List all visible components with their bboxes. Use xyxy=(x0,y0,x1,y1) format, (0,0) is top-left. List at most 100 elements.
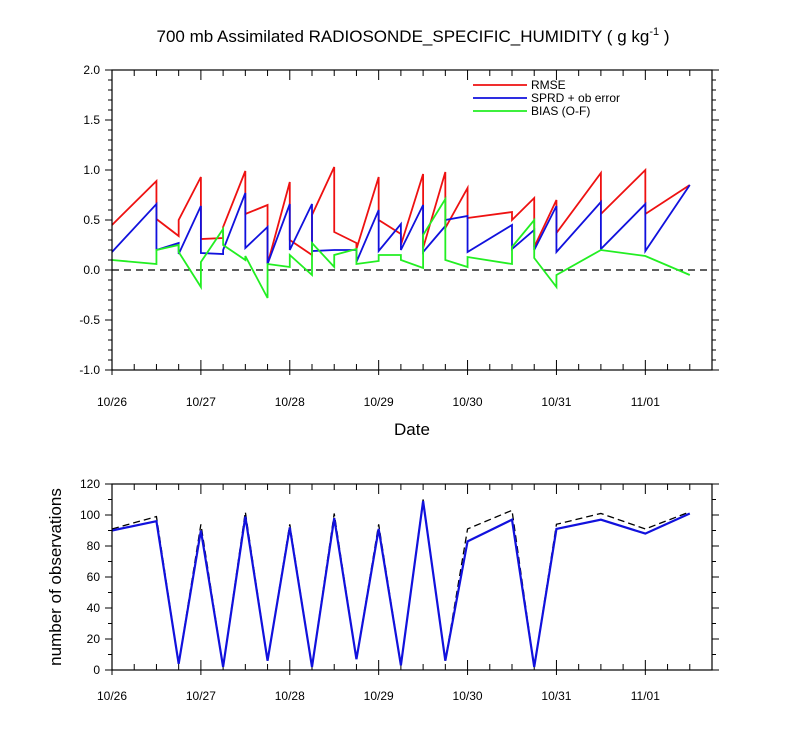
y-tick-label: 0.0 xyxy=(83,263,100,277)
data-point-bias-o-f xyxy=(600,250,601,251)
data-point-assimilated-observations xyxy=(378,528,379,529)
data-point-assimilated-observations xyxy=(556,528,557,529)
data-point-rmse xyxy=(600,173,601,174)
data-point-bias-o-f xyxy=(356,249,357,250)
data-point-assimilated-observations xyxy=(356,659,357,660)
data-point-total-observations xyxy=(245,511,246,512)
data-point-rmse xyxy=(534,198,535,199)
data-point-bias-o-f xyxy=(467,257,468,258)
data-point-assimilated-observations xyxy=(423,501,424,502)
y-tick-label: 120 xyxy=(80,477,100,491)
bottom-y-ticks xyxy=(105,483,719,671)
data-point-total-observations xyxy=(423,499,424,500)
data-point-rmse xyxy=(467,188,468,189)
data-point-bias-o-f xyxy=(689,275,690,276)
data-point-sprd-ob-error xyxy=(645,251,646,252)
data-point-bias-o-f xyxy=(245,256,246,257)
y-tick-label: 80 xyxy=(87,539,101,553)
data-point-bias-o-f xyxy=(534,220,535,221)
x-tick-label: 10/30 xyxy=(453,689,483,703)
top-y-tick-labels: -1.0 -0.5 0.0 0.5 1.0 1.5 2.0 xyxy=(79,63,100,377)
data-point-total-observations xyxy=(289,524,290,525)
x-tick-label: 10/31 xyxy=(541,395,571,409)
top-plot-frame xyxy=(111,69,713,371)
data-point-bias-o-f xyxy=(423,268,424,269)
series-line-sprd-ob-error xyxy=(111,184,691,265)
data-point-sprd-ob-error xyxy=(245,193,246,194)
data-point-bias-o-f xyxy=(378,261,379,262)
data-point-rmse xyxy=(245,171,246,172)
y-tick-label: 0 xyxy=(93,663,100,677)
data-point-assimilated-observations xyxy=(289,527,290,528)
data-point-assimilated-observations xyxy=(334,518,335,519)
legend-label-bias: BIAS (O-F) xyxy=(531,104,590,118)
x-tick-label: 11/01 xyxy=(631,689,660,703)
data-point-sprd-ob-error xyxy=(467,252,468,253)
y-tick-label: 1.0 xyxy=(83,163,100,177)
data-point-total-observations xyxy=(556,524,557,525)
data-point-bias-o-f xyxy=(356,264,357,265)
data-point-bias-o-f xyxy=(289,255,290,256)
data-point-sprd-ob-error xyxy=(312,204,313,205)
data-point-bias-o-f xyxy=(400,260,401,261)
x-tick-label: 10/30 xyxy=(453,395,483,409)
series-line-total-observations xyxy=(111,499,691,668)
data-point-assimilated-observations xyxy=(512,519,513,520)
top-y-ticks xyxy=(105,69,719,371)
bottom-plot-frame xyxy=(111,483,713,671)
chart-title-superscript: -1 xyxy=(649,26,659,38)
series-line-bias-o-f xyxy=(111,195,691,299)
data-point-bias-o-f xyxy=(400,255,401,256)
data-point-total-observations xyxy=(156,516,157,517)
data-point-assimilated-observations xyxy=(689,513,690,514)
data-point-sprd-ob-error xyxy=(267,227,268,228)
x-axis-title: Date xyxy=(394,420,430,439)
data-point-bias-o-f xyxy=(200,287,201,288)
data-point-sprd-ob-error xyxy=(334,250,335,251)
data-point-bias-o-f xyxy=(267,298,268,299)
bottom-series-group xyxy=(111,499,691,668)
top-x-tick-labels: 10/26 10/27 10/28 10/29 10/30 10/31 11/01 xyxy=(97,395,660,409)
top-x-ticks xyxy=(111,70,691,375)
legend-label-rmse: RMSE xyxy=(531,78,566,92)
y-tick-label: 2.0 xyxy=(83,63,100,77)
data-point-rmse xyxy=(356,243,357,244)
data-point-bias-o-f xyxy=(156,250,157,251)
data-point-sprd-ob-error xyxy=(645,204,646,205)
bottom-x-ticks xyxy=(111,484,691,675)
data-point-bias-o-f xyxy=(378,255,379,256)
x-tick-label: 10/26 xyxy=(97,395,127,409)
data-point-sprd-ob-error xyxy=(400,250,401,251)
x-tick-label: 10/29 xyxy=(364,689,394,703)
y-tick-label: 20 xyxy=(87,632,101,646)
data-point-rmse xyxy=(178,220,179,221)
data-point-sprd-ob-error xyxy=(423,205,424,206)
data-point-assimilated-observations xyxy=(178,663,179,664)
top-series-group xyxy=(111,166,691,299)
data-point-assimilated-observations xyxy=(445,660,446,661)
chart-title-main: 700 mb Assimilated RADIOSONDE_SPECIFIC_H… xyxy=(157,27,650,46)
data-point-rmse xyxy=(445,172,446,173)
data-point-sprd-ob-error xyxy=(289,204,290,205)
data-point-assimilated-observations xyxy=(534,666,535,667)
data-point-total-observations xyxy=(334,513,335,514)
data-point-bias-o-f xyxy=(445,199,446,200)
data-point-total-observations xyxy=(689,511,690,512)
legend-label-sprd: SPRD + ob error xyxy=(531,91,620,105)
data-point-bias-o-f xyxy=(200,262,201,263)
data-point-rmse xyxy=(289,182,290,183)
top-chart: -1.0-0.50.00.51.01.52.0 10/26 10/27 10/28 1… xyxy=(79,63,719,439)
data-point-sprd-ob-error xyxy=(200,253,201,254)
data-point-assimilated-observations xyxy=(645,533,646,534)
x-tick-label: 10/28 xyxy=(275,395,305,409)
data-point-bias-o-f xyxy=(534,258,535,259)
y-tick-label: -1.0 xyxy=(79,363,100,377)
data-point-assimilated-observations xyxy=(245,516,246,517)
data-point-total-observations xyxy=(600,513,601,514)
data-point-bias-o-f xyxy=(445,260,446,261)
data-point-sprd-ob-error xyxy=(223,254,224,255)
bottom-x-tick-labels: 10/26 10/27 10/28 10/29 10/30 10/31 11/01 xyxy=(97,689,660,703)
data-point-assimilated-observations xyxy=(312,666,313,667)
data-point-rmse xyxy=(334,167,335,168)
